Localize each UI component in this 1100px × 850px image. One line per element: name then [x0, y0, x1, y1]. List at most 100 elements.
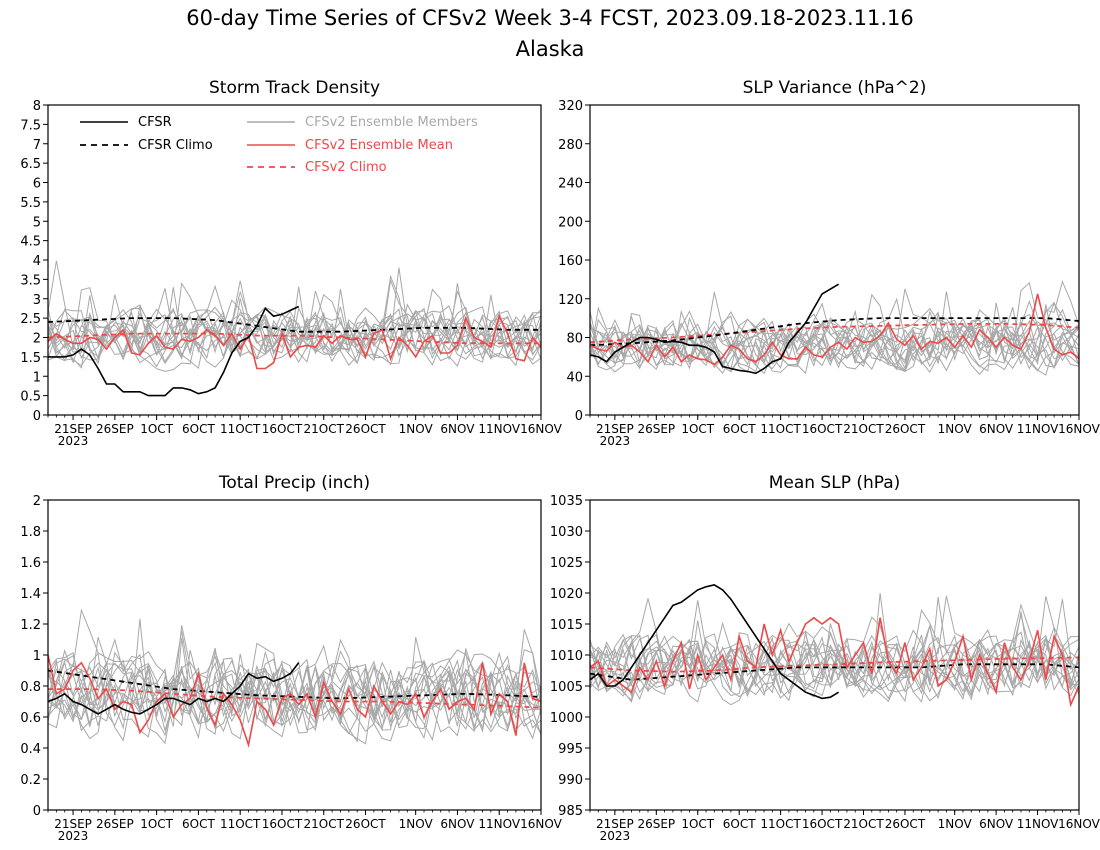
ensemble-member-line [48, 284, 541, 365]
series-cfsr-climo-line [590, 317, 1079, 347]
y-tick-label: 985 [558, 804, 583, 819]
plot-area [590, 280, 1079, 376]
x-tick-label: 1OCT [140, 422, 173, 436]
x-tick-label: 26OCT [345, 422, 386, 436]
y-tick-label: 0.4 [20, 742, 41, 757]
y-tick-label: 0 [33, 804, 41, 819]
y-tick-label: 1025 [550, 556, 583, 571]
x-tick-label: 21OCT [843, 422, 884, 436]
x-tick-label: 16NOV [520, 817, 562, 831]
x-year-label: 2023 [600, 829, 631, 843]
y-tick-label: 1000 [550, 711, 583, 726]
y-tick-label: 2 [33, 494, 41, 509]
chart-panel-1: Storm Track Density 0 0.5 1 1.5 2 2.5 3 3.5 4 4.5 5… [20, 78, 562, 448]
y-tick-label: 6 [33, 177, 41, 192]
y-tick-label: 1015 [550, 618, 583, 633]
chart-panel-3: Total Precip (inch) 0 0.2 0.4 0.6 0.8 1 1.2 1.4 1… [20, 473, 562, 843]
y-tick-label: 0.5 [20, 390, 41, 405]
ensemble-member-line [590, 595, 1079, 703]
y-tick-label: 5.5 [20, 196, 41, 211]
x-tick-label: 26SEP [637, 422, 675, 436]
x-tick-label: 16OCT [262, 817, 303, 831]
ensemble-member-line [590, 620, 1079, 701]
x-tick-label: 6NOV [979, 817, 1014, 831]
chart-panel-4: Mean SLP (hPa) 985 990 995 1000 1005 1010 1015 1… [550, 473, 1100, 843]
legend-cfsr-label: CFSR [138, 115, 172, 130]
y-tick-label: 120 [558, 293, 583, 308]
x-tick-label: 1NOV [938, 817, 973, 831]
y-tick-label: 0 [575, 409, 583, 424]
x-tick-label: 11OCT [760, 422, 801, 436]
x-year-label: 2023 [58, 829, 89, 843]
x-tick-label: 16OCT [802, 817, 843, 831]
x-tick-label: 11NOV [1017, 422, 1059, 436]
y-tick-label: 7 [33, 138, 41, 153]
x-tick-label: 11NOV [478, 817, 520, 831]
y-tick-label: 1030 [550, 525, 583, 540]
y-tick-label: 40 [566, 370, 583, 385]
y-tick-label: 1.2 [20, 618, 41, 633]
x-tick-label: 16OCT [262, 422, 303, 436]
ensemble-member-line [590, 297, 1079, 376]
y-tick-label: 1005 [550, 680, 583, 695]
plot-area [590, 584, 1079, 708]
y-tick-label: 240 [558, 177, 583, 192]
x-tick-label: 26SEP [96, 422, 134, 436]
y-tick-label: 3.5 [20, 273, 41, 288]
x-tick-label: 1NOV [399, 817, 434, 831]
ensemble-member-line [590, 318, 1079, 373]
y-tick-label: 280 [558, 138, 583, 153]
figure-subtitle: Alaska [516, 37, 585, 61]
plot-frame [47, 104, 542, 416]
y-tick-label: 4.5 [20, 235, 41, 250]
legend-ens-mean-label: CFSv2 Ensemble Mean [305, 138, 453, 153]
y-tick-label: 1 [33, 370, 41, 385]
series-ens-mean-line [590, 293, 1079, 366]
ensemble-member-line [48, 629, 541, 740]
y-tick-label: 0.2 [20, 773, 41, 788]
series-cfsr-climo-line [48, 317, 541, 333]
ensemble-member-line [590, 600, 1079, 690]
y-tick-label: 160 [558, 254, 583, 269]
x-tick-label: 6OCT [182, 817, 215, 831]
y-tick-label: 5 [33, 215, 41, 230]
series-cfsv2-climo-line [590, 322, 1079, 344]
x-tick-label: 26SEP [637, 817, 675, 831]
series-ens-mean-line [48, 654, 541, 749]
x-tick-label: 21SEP [596, 817, 634, 831]
x-tick-label: 11OCT [220, 422, 261, 436]
panel-title: SLP Variance (hPa^2) [743, 78, 927, 98]
plot-frame [589, 104, 1080, 416]
x-tick-label: 21SEP [54, 422, 92, 436]
x-tick-label: 11OCT [220, 817, 261, 831]
x-tick-label: 6OCT [182, 422, 215, 436]
ensemble-member-line [590, 304, 1079, 370]
y-tick-label: 1010 [550, 649, 583, 664]
y-tick-label: 4 [33, 254, 41, 269]
x-tick-label: 11OCT [760, 817, 801, 831]
series-cfsr-line [590, 584, 840, 700]
x-tick-label: 6OCT [723, 422, 756, 436]
ensemble-member-line [590, 291, 1079, 376]
x-tick-label: 1OCT [681, 422, 714, 436]
x-tick-label: 21SEP [596, 422, 634, 436]
x-tick-label: 16NOV [520, 422, 562, 436]
y-tick-label: 0.8 [20, 680, 41, 695]
x-tick-label: 1NOV [938, 422, 973, 436]
ensemble-member-line [48, 608, 541, 740]
x-tick-label: 21OCT [304, 422, 345, 436]
series-cfsv2-climo-line [48, 688, 541, 709]
plot-frame [47, 499, 542, 811]
ensemble-member-line [48, 308, 541, 370]
x-tick-label: 16NOV [1058, 817, 1100, 831]
panel-title: Mean SLP (hPa) [769, 473, 901, 493]
x-tick-label: 11NOV [478, 422, 520, 436]
y-tick-label: 6.5 [20, 157, 41, 172]
x-tick-label: 16OCT [802, 422, 843, 436]
x-tick-label: 26OCT [345, 817, 386, 831]
plot-area [48, 260, 541, 397]
x-tick-label: 6NOV [440, 817, 475, 831]
panels: Storm Track Density 0 0.5 1 1.5 2 2.5 3 3.5 4 4.5 5… [20, 78, 1100, 843]
x-tick-label: 26OCT [885, 422, 926, 436]
